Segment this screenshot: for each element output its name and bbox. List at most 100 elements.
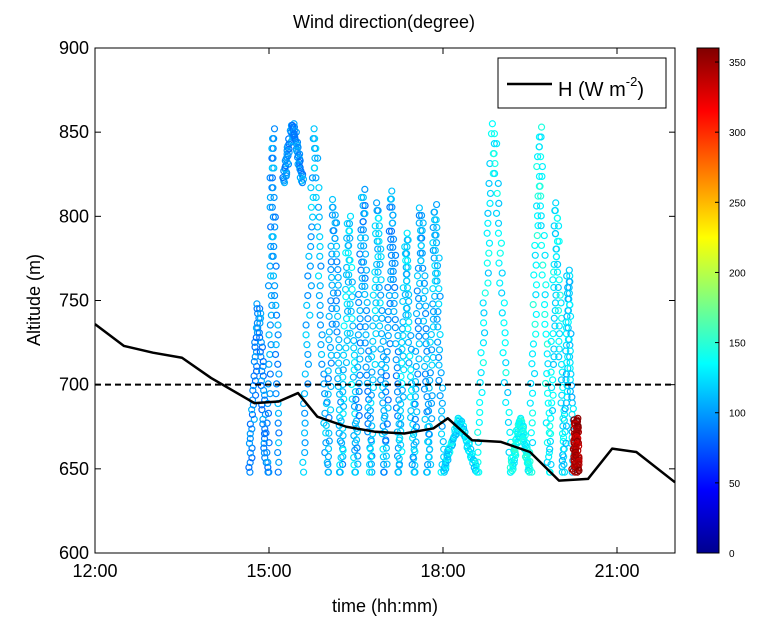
wind-point — [548, 399, 556, 407]
wind-point — [307, 242, 315, 251]
wind-point — [317, 350, 326, 359]
wind-point — [381, 412, 389, 420]
wind-point — [554, 307, 563, 315]
wind-point — [549, 376, 557, 384]
wind-point — [476, 408, 484, 417]
wind-profile — [262, 125, 283, 476]
wind-point — [532, 310, 540, 319]
wind-point — [526, 448, 534, 457]
wind-point — [395, 461, 403, 469]
wind-point — [348, 315, 356, 323]
wind-point — [266, 193, 274, 202]
wind-point — [260, 439, 268, 447]
wind-point — [345, 241, 353, 250]
wind-point — [272, 390, 280, 398]
x-axis: 12:00 15:00 18:00 21:00 — [72, 48, 640, 581]
wind-point — [546, 468, 554, 476]
y-axis: 600 650 700 750 800 850 900 — [59, 38, 675, 563]
wind-point — [542, 330, 550, 338]
wind-point — [403, 277, 411, 285]
wind-point — [436, 330, 444, 339]
wind-point — [500, 378, 508, 387]
wind-point — [412, 347, 420, 355]
wind-point — [548, 383, 556, 392]
wind-point — [335, 343, 343, 352]
wind-point — [505, 408, 513, 417]
wind-point — [488, 120, 497, 128]
wind-point — [387, 251, 395, 259]
wind-point — [546, 422, 554, 430]
wind-point — [403, 270, 411, 278]
wind-point — [404, 311, 412, 319]
wind-point — [391, 283, 399, 292]
wind-point — [534, 192, 542, 200]
x-tick-label: 15:00 — [246, 561, 291, 581]
wind-point — [485, 239, 494, 247]
wind-profile — [299, 125, 332, 476]
wind-point — [283, 158, 291, 167]
wind-point — [358, 282, 366, 290]
wind-point — [376, 260, 384, 269]
wind-point — [325, 312, 333, 320]
wind-point — [531, 320, 539, 328]
wind-point — [357, 347, 365, 355]
wind-point — [382, 452, 390, 460]
wind-point — [357, 226, 365, 234]
wind-point — [346, 300, 354, 308]
wind-point — [354, 331, 362, 339]
wind-point — [406, 352, 414, 360]
colorbar-tick-label: 100 — [729, 409, 746, 420]
wind-point — [484, 219, 492, 227]
wind-point — [387, 227, 396, 235]
wind-point — [480, 309, 488, 317]
wind-point — [363, 379, 371, 387]
wind-point — [345, 220, 354, 228]
wind-point — [406, 372, 415, 381]
wind-point — [371, 283, 379, 292]
wind-point — [311, 135, 319, 143]
wind-point — [485, 249, 493, 257]
wind-point — [404, 263, 412, 271]
wind-point — [345, 271, 353, 279]
wind-point — [418, 234, 426, 242]
wind-point — [435, 376, 443, 385]
y-tick-label: 600 — [59, 543, 89, 563]
wind-point — [361, 210, 369, 218]
wind-point — [557, 299, 565, 307]
wind-point — [490, 140, 498, 148]
wind-point — [502, 398, 510, 407]
wind-point — [399, 352, 407, 360]
wind-point — [421, 370, 430, 378]
colorbar — [696, 47, 720, 554]
wind-point — [532, 330, 540, 338]
wind-point — [334, 273, 342, 282]
wind-point — [324, 390, 332, 398]
wind-point — [527, 379, 535, 388]
legend: H (W m-2) — [497, 57, 667, 109]
wind-point — [438, 399, 446, 407]
wind-point — [552, 245, 560, 253]
wind-point — [405, 359, 413, 367]
wind-point — [559, 445, 567, 453]
wind-point — [339, 432, 347, 440]
wind-point — [301, 409, 309, 417]
wind-point — [388, 219, 396, 227]
wind-point — [412, 438, 420, 446]
wind-point — [446, 448, 454, 456]
wind-point — [489, 150, 497, 158]
wind-point — [533, 231, 541, 240]
wind-point — [402, 256, 410, 265]
wind-point — [528, 350, 537, 358]
wind-point — [332, 320, 340, 328]
wind-point — [552, 253, 561, 261]
wind-point — [272, 262, 280, 270]
wind-point — [248, 425, 256, 433]
wind-point — [548, 407, 557, 415]
wind-point — [490, 130, 499, 138]
wind-point — [256, 348, 264, 356]
wind-point — [275, 439, 283, 447]
wind-point — [550, 222, 558, 230]
wind-point — [265, 439, 273, 447]
wind-point — [411, 415, 419, 423]
wind-point — [331, 211, 339, 219]
